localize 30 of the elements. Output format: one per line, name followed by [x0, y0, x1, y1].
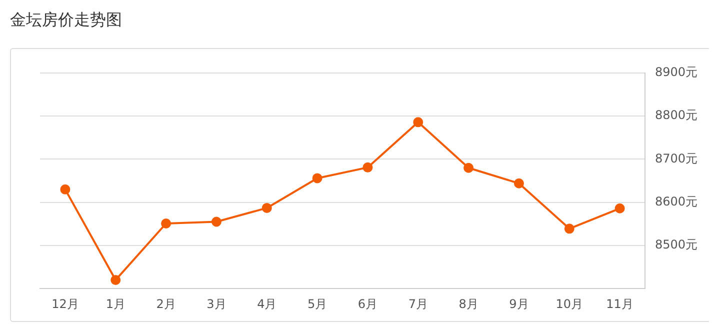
point — [614, 203, 625, 214]
x-tick-label: 11月 — [606, 296, 634, 311]
x-tick-label: 8月 — [458, 296, 478, 311]
chart-title: 金坛房价走势图 — [10, 10, 122, 31]
x-tick-label: 7月 — [408, 296, 428, 311]
y-tick-label: 8700元 — [655, 151, 698, 166]
x-tick-label: 1月 — [106, 296, 126, 311]
point — [362, 162, 373, 172]
y-tick-label: 8800元 — [655, 108, 698, 122]
y-tick-label: 8600元 — [655, 194, 698, 208]
x-tick-label: 12月 — [52, 296, 79, 311]
point — [110, 274, 121, 285]
point — [514, 178, 524, 188]
x-tick-label: 3月 — [206, 296, 226, 311]
x-tick-label: 10月 — [556, 296, 584, 311]
x-tick-label: 4月 — [257, 296, 277, 311]
x-tick-label: 5月 — [307, 296, 328, 311]
x-tick-label: 9月 — [509, 296, 529, 311]
x-tick-label: 6月 — [358, 296, 378, 311]
point — [211, 216, 222, 227]
point — [413, 117, 424, 128]
point — [312, 173, 322, 184]
x-tick-label: 2月 — [156, 296, 176, 311]
point — [564, 224, 574, 234]
point — [464, 162, 474, 173]
point — [60, 184, 70, 194]
point — [262, 202, 272, 213]
point — [161, 218, 172, 228]
y-tick-label: 8500元 — [655, 238, 698, 252]
y-tick-label: 8900元 — [655, 65, 698, 80]
